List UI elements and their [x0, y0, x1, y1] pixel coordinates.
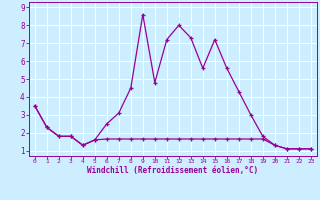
X-axis label: Windchill (Refroidissement éolien,°C): Windchill (Refroidissement éolien,°C): [87, 166, 258, 175]
